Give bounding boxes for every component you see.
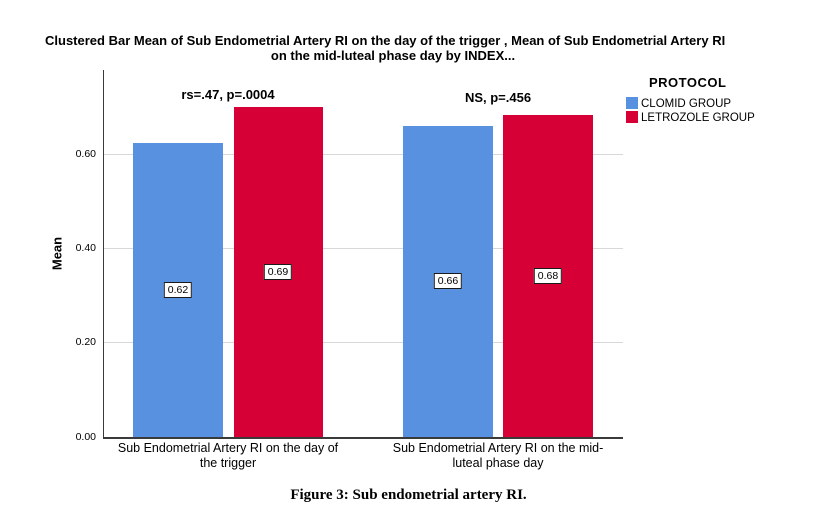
figure-caption: Figure 3: Sub endometrial artery RI. xyxy=(290,487,527,503)
legend-label-letrozole: LETROZOLE GROUP xyxy=(641,112,755,124)
ytick-040: 0.40 xyxy=(75,242,96,254)
category-label-midluteal: Sub Endometrial Artery RI on the mid- lu… xyxy=(392,441,604,470)
gridline-060 xyxy=(104,154,623,155)
value-label-clomid-midluteal: 0.66 xyxy=(433,273,463,289)
legend-item-clomid: CLOMID GROUP xyxy=(626,97,731,110)
chart-title-line1: Clustered Bar Mean of Sub Endometrial Ar… xyxy=(45,33,726,48)
value-label-letrozole-trigger: 0.69 xyxy=(263,264,293,280)
x-axis-line xyxy=(103,437,623,439)
annotation-trigger-group: rs=.47, p=.0004 xyxy=(181,87,275,102)
y-axis-title: Mean xyxy=(49,236,65,271)
legend-label-clomid: CLOMID GROUP xyxy=(641,98,732,110)
ytick-060: 0.60 xyxy=(75,148,96,160)
gridline-040 xyxy=(104,248,623,249)
value-label-letrozole-midluteal: 0.68 xyxy=(533,268,563,284)
legend-swatch-letrozole xyxy=(626,111,638,123)
gridline-020 xyxy=(104,342,623,343)
y-axis-line xyxy=(103,70,104,438)
ytick-000: 0.00 xyxy=(75,431,96,443)
annotation-midluteal-group: NS, p=.456 xyxy=(464,90,532,105)
legend-swatch-clomid xyxy=(626,97,638,109)
legend-item-letrozole: LETROZOLE GROUP xyxy=(626,111,755,124)
legend-title: PROTOCOL xyxy=(649,75,727,90)
chart-title-line2: on the mid-luteal phase day by INDEX... xyxy=(270,48,516,63)
ytick-020: 0.20 xyxy=(75,336,96,348)
category-label-trigger: Sub Endometrial Artery RI on the day of … xyxy=(117,441,339,470)
value-label-clomid-trigger: 0.62 xyxy=(163,282,193,298)
